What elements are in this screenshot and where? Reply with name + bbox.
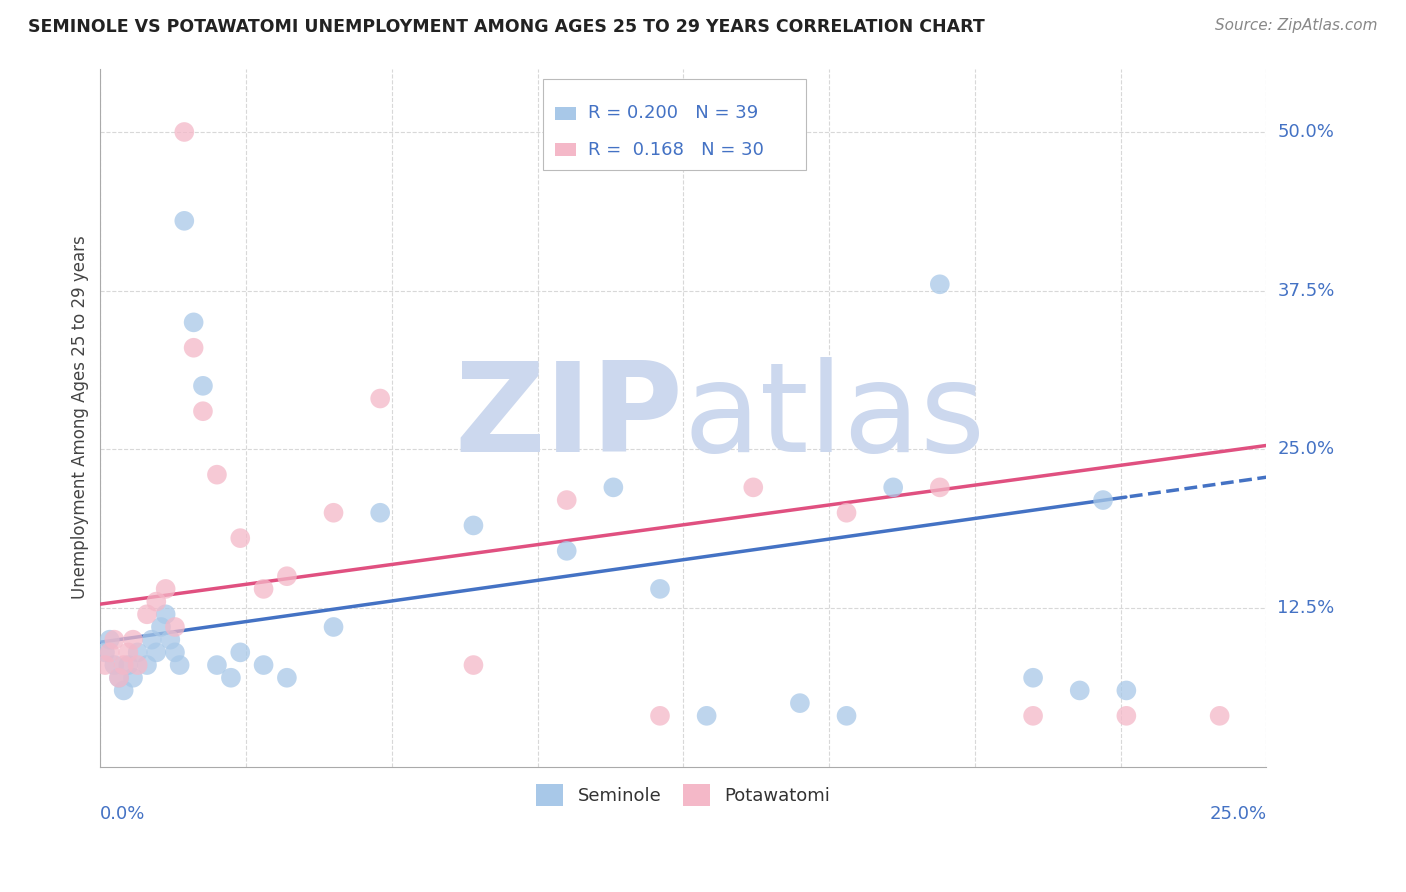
Potawatomi	[229, 531, 252, 545]
Seminole	[602, 480, 624, 494]
Seminole	[789, 696, 811, 710]
Potawatomi	[98, 645, 121, 659]
Seminole	[219, 671, 242, 685]
Potawatomi	[276, 569, 298, 583]
Potawatomi	[163, 620, 186, 634]
Seminole	[141, 632, 163, 647]
Text: 25.0%: 25.0%	[1209, 805, 1267, 823]
Potawatomi	[155, 582, 177, 596]
Seminole	[368, 506, 391, 520]
Potawatomi	[322, 506, 344, 520]
Seminole	[169, 658, 191, 673]
Seminole	[835, 708, 858, 723]
Seminole	[117, 658, 139, 673]
Potawatomi	[145, 594, 167, 608]
Seminole	[127, 645, 149, 659]
Potawatomi	[112, 658, 135, 673]
Seminole	[252, 658, 274, 673]
Legend: Seminole, Potawatomi: Seminole, Potawatomi	[529, 777, 838, 814]
Text: 37.5%: 37.5%	[1278, 282, 1334, 300]
Potawatomi	[103, 632, 125, 647]
Potawatomi	[252, 582, 274, 596]
Text: R = 0.200   N = 39: R = 0.200 N = 39	[588, 104, 758, 122]
Potawatomi	[127, 658, 149, 673]
Seminole	[155, 607, 177, 622]
Seminole	[122, 671, 145, 685]
Seminole	[173, 214, 195, 228]
Potawatomi	[1208, 708, 1230, 723]
Text: 12.5%: 12.5%	[1278, 599, 1334, 617]
Potawatomi	[183, 341, 205, 355]
Y-axis label: Unemployment Among Ages 25 to 29 years: Unemployment Among Ages 25 to 29 years	[72, 235, 89, 599]
Seminole	[882, 480, 904, 494]
Seminole	[1069, 683, 1091, 698]
Text: 50.0%: 50.0%	[1278, 123, 1334, 141]
Seminole	[648, 582, 671, 596]
Seminole	[205, 658, 228, 673]
Seminole	[276, 671, 298, 685]
Seminole	[322, 620, 344, 634]
Seminole	[229, 645, 252, 659]
Potawatomi	[928, 480, 950, 494]
Seminole	[191, 379, 214, 393]
Seminole	[108, 671, 131, 685]
Seminole	[94, 645, 117, 659]
Potawatomi	[1022, 708, 1045, 723]
Potawatomi	[835, 506, 858, 520]
FancyBboxPatch shape	[555, 144, 576, 156]
Seminole	[103, 658, 125, 673]
Seminole	[149, 620, 172, 634]
Potawatomi	[173, 125, 195, 139]
Potawatomi	[117, 645, 139, 659]
Seminole	[136, 658, 159, 673]
Potawatomi	[648, 708, 671, 723]
Seminole	[183, 315, 205, 329]
Potawatomi	[136, 607, 159, 622]
Potawatomi	[463, 658, 485, 673]
Seminole	[555, 544, 578, 558]
Seminole	[696, 708, 718, 723]
Seminole	[1022, 671, 1045, 685]
Potawatomi	[205, 467, 228, 482]
Text: atlas: atlas	[683, 357, 986, 478]
Potawatomi	[122, 632, 145, 647]
Seminole	[463, 518, 485, 533]
FancyBboxPatch shape	[555, 107, 576, 120]
Potawatomi	[368, 392, 391, 406]
Seminole	[98, 632, 121, 647]
Text: 0.0%: 0.0%	[100, 805, 146, 823]
Text: SEMINOLE VS POTAWATOMI UNEMPLOYMENT AMONG AGES 25 TO 29 YEARS CORRELATION CHART: SEMINOLE VS POTAWATOMI UNEMPLOYMENT AMON…	[28, 18, 984, 36]
Potawatomi	[555, 493, 578, 508]
Potawatomi	[108, 671, 131, 685]
Text: Source: ZipAtlas.com: Source: ZipAtlas.com	[1215, 18, 1378, 33]
Potawatomi	[94, 658, 117, 673]
Seminole	[145, 645, 167, 659]
Seminole	[1115, 683, 1137, 698]
Potawatomi	[1115, 708, 1137, 723]
Seminole	[1092, 493, 1115, 508]
Seminole	[928, 277, 950, 292]
Potawatomi	[742, 480, 765, 494]
Seminole	[163, 645, 186, 659]
Potawatomi	[191, 404, 214, 418]
Seminole	[112, 683, 135, 698]
FancyBboxPatch shape	[543, 79, 806, 169]
Text: ZIP: ZIP	[454, 357, 683, 478]
Text: 25.0%: 25.0%	[1278, 441, 1334, 458]
Text: R =  0.168   N = 30: R = 0.168 N = 30	[588, 141, 763, 159]
Seminole	[159, 632, 181, 647]
